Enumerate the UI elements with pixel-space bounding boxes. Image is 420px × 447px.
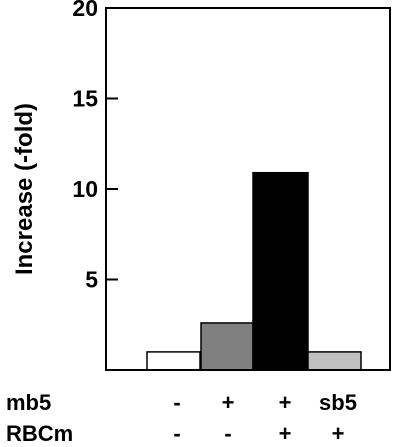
- y-tick-label: 5: [85, 267, 98, 293]
- condition-mark: -: [173, 421, 180, 446]
- y-tick-label: 20: [72, 0, 98, 21]
- bar-4: [307, 351, 362, 371]
- condition-table: mb5 - + + sb5 RBCm - - + +: [6, 390, 357, 446]
- condition-mark: +: [332, 421, 345, 446]
- condition-mark: sb5: [319, 390, 357, 415]
- bar-1: [146, 351, 201, 371]
- bars: [146, 171, 362, 371]
- bar-3: [252, 171, 309, 371]
- condition-row-label: RBCm: [6, 421, 73, 446]
- plot-frame: [105, 7, 391, 371]
- y-tick-label: 10: [72, 176, 98, 202]
- condition-mark: +: [279, 421, 292, 446]
- y-axis-ticks: 5 10 15 20: [72, 0, 118, 293]
- y-tick-label: 15: [72, 86, 98, 112]
- condition-mark: -: [173, 390, 180, 415]
- condition-mark: -: [224, 421, 231, 446]
- condition-mark: +: [222, 390, 235, 415]
- condition-row-label: mb5: [6, 390, 51, 415]
- y-axis-title: Increase (-fold): [11, 103, 38, 275]
- condition-mark: +: [279, 390, 292, 415]
- bar-2: [200, 322, 254, 371]
